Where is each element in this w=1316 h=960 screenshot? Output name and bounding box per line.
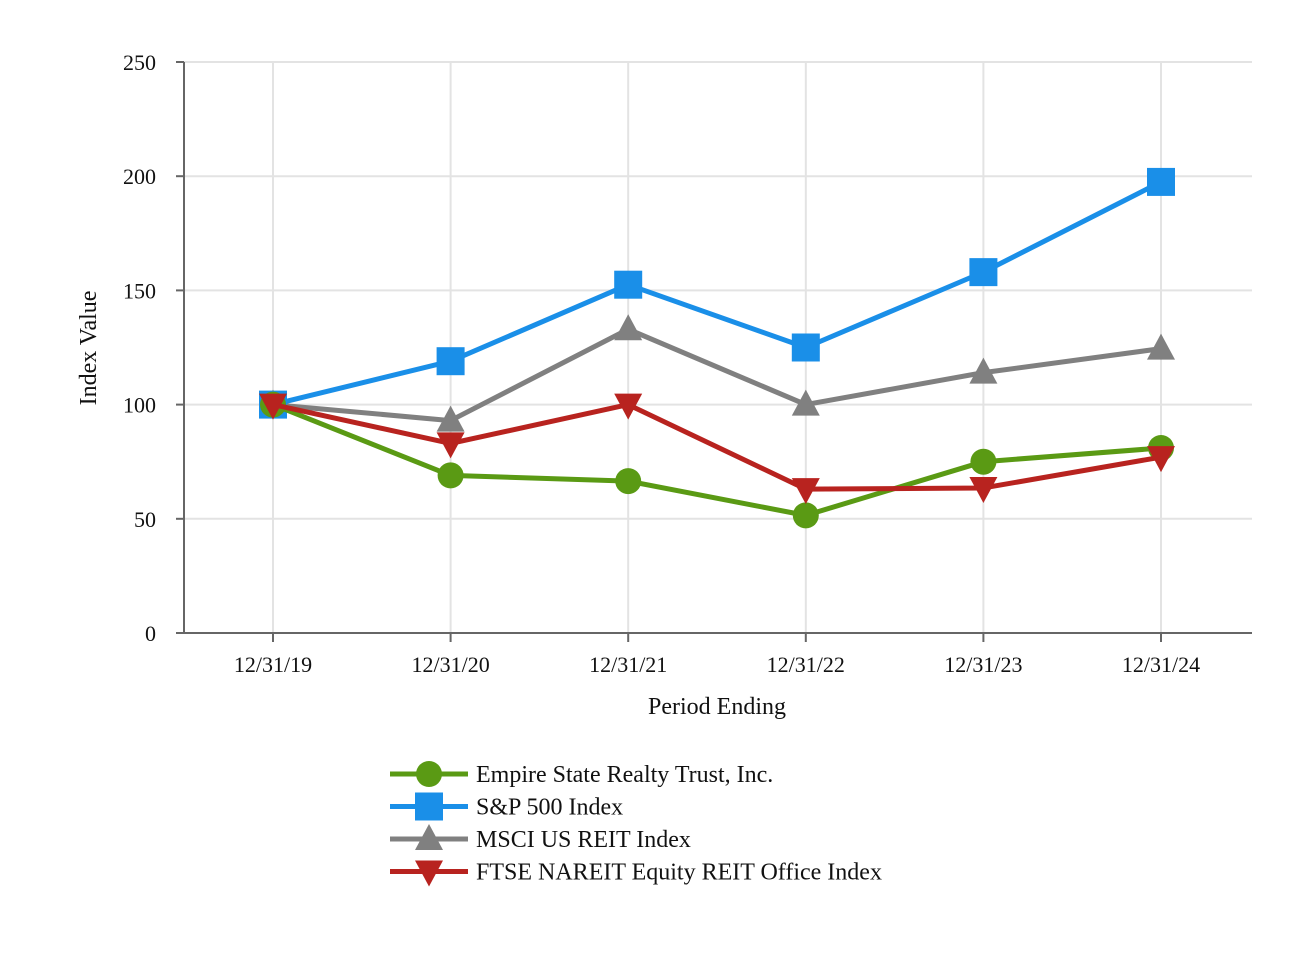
data-point-marker bbox=[1147, 333, 1175, 360]
y-tick-label: 100 bbox=[123, 393, 156, 418]
y-tick-label: 0 bbox=[145, 621, 156, 646]
data-point-marker bbox=[259, 393, 287, 420]
y-tick-label: 150 bbox=[123, 278, 156, 303]
data-point-marker bbox=[614, 270, 643, 299]
data-point-marker bbox=[791, 389, 820, 416]
series-line bbox=[270, 179, 1164, 408]
series-3 bbox=[259, 393, 1175, 505]
data-point-marker bbox=[436, 347, 465, 376]
data-point-marker bbox=[791, 333, 820, 362]
x-tick-label: 12/31/19 bbox=[234, 652, 312, 677]
data-point-marker bbox=[436, 405, 465, 432]
series-line bbox=[270, 326, 1164, 424]
x-tick-label: 12/31/20 bbox=[411, 652, 489, 677]
legend-label: Empire State Realty Trust, Inc. bbox=[476, 762, 773, 788]
y-tick-label: 250 bbox=[123, 50, 156, 75]
legend-item: Empire State Realty Trust, Inc. bbox=[390, 761, 773, 788]
data-point-marker bbox=[969, 258, 998, 287]
series-line bbox=[270, 402, 1164, 492]
y-tick-label: 50 bbox=[134, 507, 156, 532]
legend-item: MSCI US REIT Index bbox=[390, 824, 691, 853]
legend-swatch-marker bbox=[416, 761, 442, 787]
series-line bbox=[270, 402, 1164, 518]
data-point-marker bbox=[970, 448, 997, 475]
series-1 bbox=[259, 167, 1175, 419]
data-point-marker bbox=[969, 476, 998, 503]
legend-swatch-marker bbox=[415, 792, 443, 821]
data-point-marker bbox=[614, 393, 643, 420]
x-tick-label: 12/31/21 bbox=[589, 652, 667, 677]
data-point-marker bbox=[1147, 446, 1175, 473]
x-tick-label: 12/31/22 bbox=[767, 652, 845, 677]
data-series bbox=[259, 167, 1175, 529]
data-point-marker bbox=[614, 314, 643, 341]
legend-swatch-marker bbox=[415, 824, 443, 850]
y-axis-title: Index Value bbox=[76, 291, 102, 406]
data-point-marker bbox=[791, 478, 820, 505]
legend: Empire State Realty Trust, Inc. S&P 500 I… bbox=[390, 761, 882, 887]
y-tick-label: 200 bbox=[123, 164, 156, 189]
data-point-marker bbox=[436, 432, 465, 459]
x-tick-label: 12/31/23 bbox=[944, 652, 1022, 677]
data-point-marker bbox=[969, 357, 998, 384]
data-point-marker bbox=[437, 462, 464, 489]
x-tick-label: 12/31/24 bbox=[1122, 652, 1200, 677]
legend-label: S&P 500 Index bbox=[476, 795, 623, 821]
data-point-marker bbox=[792, 502, 819, 529]
series-0 bbox=[260, 391, 1174, 529]
legend-swatch-marker bbox=[415, 860, 443, 887]
gridlines bbox=[184, 61, 1252, 633]
data-point-marker bbox=[615, 468, 642, 495]
data-point-marker bbox=[1147, 167, 1175, 196]
legend-label: FTSE NAREIT Equity REIT Office Index bbox=[476, 860, 882, 886]
y-tick-labels: 0 50 100 150 200 250 bbox=[123, 50, 184, 646]
x-axis-title: Period Ending bbox=[648, 694, 786, 720]
x-tick-labels: 12/31/19 12/31/20 12/31/21 12/31/22 12/31/23… bbox=[234, 633, 1200, 677]
legend-item: S&P 500 Index bbox=[390, 792, 623, 821]
legend-label: MSCI US REIT Index bbox=[476, 827, 691, 853]
axes bbox=[183, 62, 1252, 634]
legend-item: FTSE NAREIT Equity REIT Office Index bbox=[390, 860, 882, 887]
